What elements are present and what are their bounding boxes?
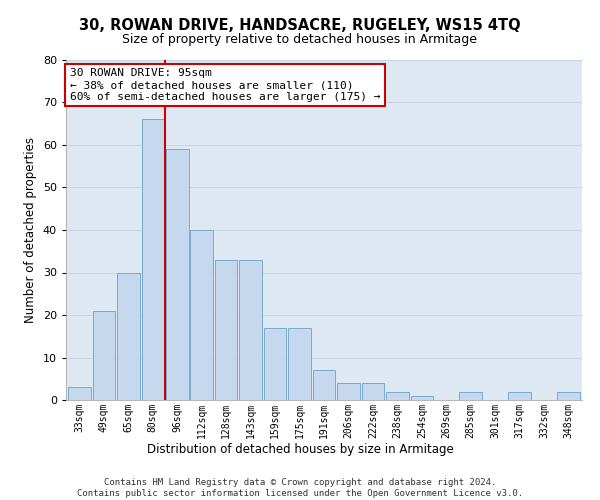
Bar: [166, 149, 188, 400]
Bar: [508, 392, 531, 400]
Bar: [313, 370, 335, 400]
Text: Distribution of detached houses by size in Armitage: Distribution of detached houses by size …: [146, 442, 454, 456]
Text: 30 ROWAN DRIVE: 95sqm
← 38% of detached houses are smaller (110)
60% of semi-det: 30 ROWAN DRIVE: 95sqm ← 38% of detached …: [70, 68, 380, 102]
Bar: [386, 392, 409, 400]
Text: Contains HM Land Registry data © Crown copyright and database right 2024.
Contai: Contains HM Land Registry data © Crown c…: [77, 478, 523, 498]
Bar: [410, 396, 433, 400]
Y-axis label: Number of detached properties: Number of detached properties: [24, 137, 37, 323]
Bar: [190, 230, 213, 400]
Bar: [215, 260, 238, 400]
Bar: [288, 328, 311, 400]
Bar: [92, 310, 115, 400]
Bar: [460, 392, 482, 400]
Bar: [557, 392, 580, 400]
Bar: [239, 260, 262, 400]
Bar: [337, 383, 360, 400]
Bar: [264, 328, 286, 400]
Text: 30, ROWAN DRIVE, HANDSACRE, RUGELEY, WS15 4TQ: 30, ROWAN DRIVE, HANDSACRE, RUGELEY, WS1…: [79, 18, 521, 32]
Text: Size of property relative to detached houses in Armitage: Size of property relative to detached ho…: [122, 32, 478, 46]
Bar: [117, 272, 140, 400]
Bar: [68, 387, 91, 400]
Bar: [362, 383, 384, 400]
Bar: [142, 120, 164, 400]
